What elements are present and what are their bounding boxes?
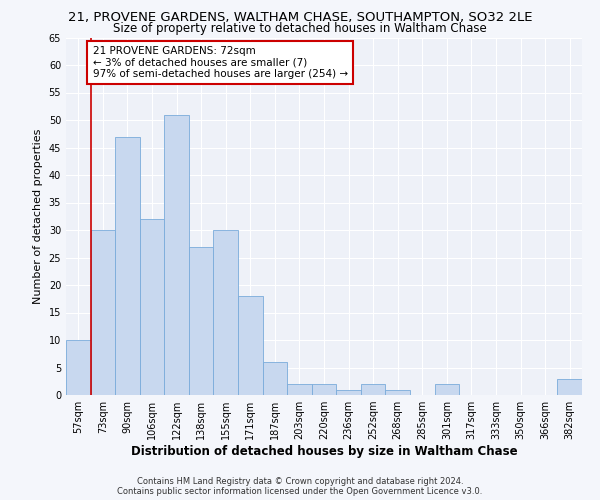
Bar bbox=[385, 390, 410, 395]
Text: 21, PROVENE GARDENS, WALTHAM CHASE, SOUTHAMPTON, SO32 2LE: 21, PROVENE GARDENS, WALTHAM CHASE, SOUT… bbox=[68, 11, 532, 24]
Bar bbox=[91, 230, 115, 395]
Bar bbox=[263, 362, 287, 395]
Bar bbox=[287, 384, 312, 395]
Bar bbox=[434, 384, 459, 395]
Bar bbox=[361, 384, 385, 395]
Bar bbox=[66, 340, 91, 395]
Bar bbox=[140, 219, 164, 395]
Text: 21 PROVENE GARDENS: 72sqm
← 3% of detached houses are smaller (7)
97% of semi-de: 21 PROVENE GARDENS: 72sqm ← 3% of detach… bbox=[92, 46, 347, 79]
Bar bbox=[238, 296, 263, 395]
Bar bbox=[189, 246, 214, 395]
Text: Contains HM Land Registry data © Crown copyright and database right 2024.
Contai: Contains HM Land Registry data © Crown c… bbox=[118, 476, 482, 496]
Text: Size of property relative to detached houses in Waltham Chase: Size of property relative to detached ho… bbox=[113, 22, 487, 35]
Bar bbox=[214, 230, 238, 395]
Bar bbox=[557, 378, 582, 395]
Bar bbox=[336, 390, 361, 395]
Y-axis label: Number of detached properties: Number of detached properties bbox=[33, 128, 43, 304]
Bar bbox=[115, 136, 140, 395]
X-axis label: Distribution of detached houses by size in Waltham Chase: Distribution of detached houses by size … bbox=[131, 445, 517, 458]
Bar bbox=[312, 384, 336, 395]
Bar bbox=[164, 114, 189, 395]
